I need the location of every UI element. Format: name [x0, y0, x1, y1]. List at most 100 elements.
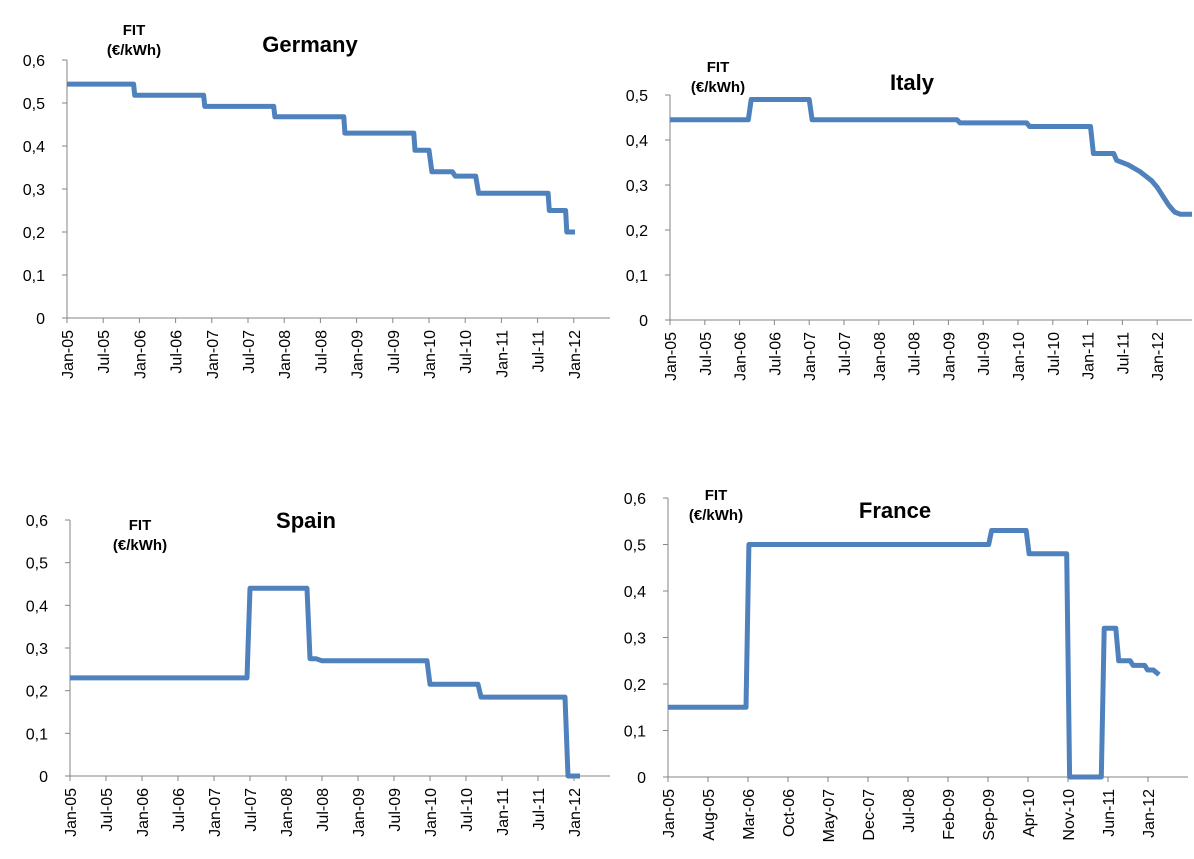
- y-axis-unit-label: FIT (€/kWh): [689, 487, 743, 524]
- y-tick-label: 0,1: [624, 724, 646, 741]
- x-tick-label: Jan-12: [1150, 332, 1167, 381]
- x-tick-label: Jul-08: [315, 788, 332, 832]
- x-tick-label: Jul-08: [313, 330, 330, 374]
- x-tick-label: Jan-09: [351, 788, 368, 837]
- x-tick-label: Aug-05: [701, 789, 718, 841]
- x-tick-label: Jul-11: [531, 330, 548, 372]
- x-tick-label: Jul-05: [698, 332, 715, 376]
- x-tick-label: Dec-07: [861, 789, 878, 841]
- y-tick-label: 0: [637, 770, 646, 787]
- y-tick-label: 0: [36, 311, 45, 328]
- x-tick-label: Jan-12: [1141, 789, 1158, 838]
- x-tick-label: Jul-05: [96, 330, 113, 374]
- x-tick-label: Jan-10: [422, 330, 439, 379]
- y-tick-label: 0,2: [624, 677, 646, 694]
- x-tick-label: Jul-05: [99, 788, 116, 832]
- x-tick-label: Sep-09: [981, 789, 998, 841]
- x-tick-label: Jul-11: [531, 788, 548, 830]
- x-tick-label: Jul-07: [241, 330, 258, 374]
- x-tick-label: Jan-05: [663, 332, 680, 381]
- y-tick-label: 0: [639, 313, 648, 330]
- series-line-france: [668, 528, 1161, 780]
- y-tick-label: 0,2: [23, 225, 45, 242]
- y-tick-label: 0,4: [26, 598, 48, 615]
- x-tick-label: Jul-09: [386, 330, 403, 374]
- x-tick-label: Oct-06: [781, 789, 798, 837]
- chart-germany: 0 0,1 0,2 0,3 0,4 0,5 0,6 Jan-05 Jul-05 Jan-06 Jul…: [23, 22, 610, 379]
- x-tick-label: Jan-06: [135, 788, 152, 837]
- x-tick-label: Jan-11: [494, 330, 511, 378]
- y-tick-label: 0,1: [626, 268, 648, 285]
- x-tick-label: Jul-10: [458, 330, 475, 374]
- series-line-italy: [670, 97, 1192, 217]
- x-tick-label: Jul-08: [907, 332, 924, 376]
- x-tick-label: Jan-12: [567, 330, 584, 379]
- y-tick-label: 0: [39, 769, 48, 786]
- x-tick-label: Jan-11: [495, 788, 512, 836]
- chart-france: 0 0,1 0,2 0,3 0,4 0,5 0,6 Jan-05 Aug-05 Mar-06 Oct…: [624, 487, 1188, 842]
- y-tick-label: 0,4: [23, 139, 45, 156]
- x-tick-label: Jul-11: [1115, 332, 1132, 374]
- x-tick-label: Jul-09: [976, 332, 993, 376]
- x-tick-label: Jul-06: [169, 330, 186, 374]
- x-tick-label: Jan-08: [279, 788, 296, 837]
- x-tick-label: Jul-10: [459, 788, 476, 832]
- x-tick-label: Jul-08: [901, 789, 918, 833]
- series-line-germany: [67, 81, 575, 235]
- x-tick-label: Jan-07: [205, 330, 222, 379]
- x-tick-label: Jul-09: [387, 788, 404, 832]
- x-tick-label: Jan-07: [802, 332, 819, 381]
- x-tick-label: Jan-05: [661, 789, 678, 838]
- x-tick-label: Mar-06: [741, 789, 758, 840]
- y-tick-label: 0,5: [23, 96, 45, 113]
- x-tick-label: Jul-10: [1046, 332, 1063, 376]
- chart-title: Italy: [890, 70, 935, 95]
- y-tick-label: 0,5: [26, 556, 48, 573]
- x-tick-label: Apr-10: [1021, 789, 1038, 837]
- y-tick-label: 0,4: [626, 133, 648, 150]
- y-tick-label: 0,4: [624, 584, 646, 601]
- y-tick-label: 0,3: [23, 182, 45, 199]
- y-axis-unit-label: FIT (€/kWh): [113, 517, 167, 554]
- y-tick-label: 0,5: [624, 538, 646, 555]
- x-tick-label: Nov-10: [1061, 789, 1078, 841]
- chart-title: France: [859, 498, 931, 523]
- x-tick-label: Jan-10: [423, 788, 440, 837]
- y-tick-label: 0,2: [626, 223, 648, 240]
- chart-title: Spain: [276, 508, 336, 533]
- x-tick-label: Jan-08: [872, 332, 889, 381]
- x-tick-label: Jul-06: [171, 788, 188, 832]
- x-tick-label: Jan-05: [63, 788, 80, 837]
- x-tick-label: Feb-09: [941, 789, 958, 840]
- x-tick-label: Jul-06: [767, 332, 784, 376]
- y-tick-label: 0,2: [26, 684, 48, 701]
- x-tick-label: Jan-10: [1011, 332, 1028, 381]
- x-tick-label: Jan-06: [733, 332, 750, 381]
- chart-italy: 0 0,1 0,2 0,3 0,4 0,5 Jan-05 Jul-05 Jan-06 Jul-06…: [626, 59, 1192, 381]
- chart-title: Germany: [262, 32, 358, 57]
- x-tick-label: Jan-12: [567, 788, 584, 837]
- series-line-spain: [70, 585, 580, 779]
- x-tick-label: Jun-11: [1101, 789, 1118, 837]
- chart-spain: 0 0,1 0,2 0,3 0,4 0,5 0,6 Jan-05 Jul-05 Jan-06 Jul…: [26, 508, 610, 837]
- y-tick-label: 0,6: [23, 53, 45, 70]
- y-axis-unit-label: FIT (€/kWh): [691, 59, 745, 96]
- x-tick-label: Jul-07: [837, 332, 854, 376]
- x-tick-label: Jan-09: [941, 332, 958, 381]
- x-tick-label: Jan-07: [207, 788, 224, 837]
- x-tick-label: Jan-09: [350, 330, 367, 379]
- y-tick-label: 0,3: [624, 631, 646, 648]
- x-tick-label: Jan-08: [277, 330, 294, 379]
- y-tick-label: 0,6: [26, 513, 48, 530]
- y-tick-label: 0,3: [26, 641, 48, 658]
- y-tick-label: 0,3: [626, 178, 648, 195]
- x-tick-label: Jan-11: [1081, 332, 1098, 380]
- x-tick-label: May-07: [821, 789, 838, 842]
- y-tick-label: 0,5: [626, 88, 648, 105]
- x-tick-label: Jul-07: [243, 788, 260, 832]
- y-tick-label: 0,6: [624, 491, 646, 508]
- x-tick-label: Jan-06: [132, 330, 149, 379]
- y-tick-label: 0,1: [23, 268, 45, 285]
- y-tick-label: 0,1: [26, 726, 48, 743]
